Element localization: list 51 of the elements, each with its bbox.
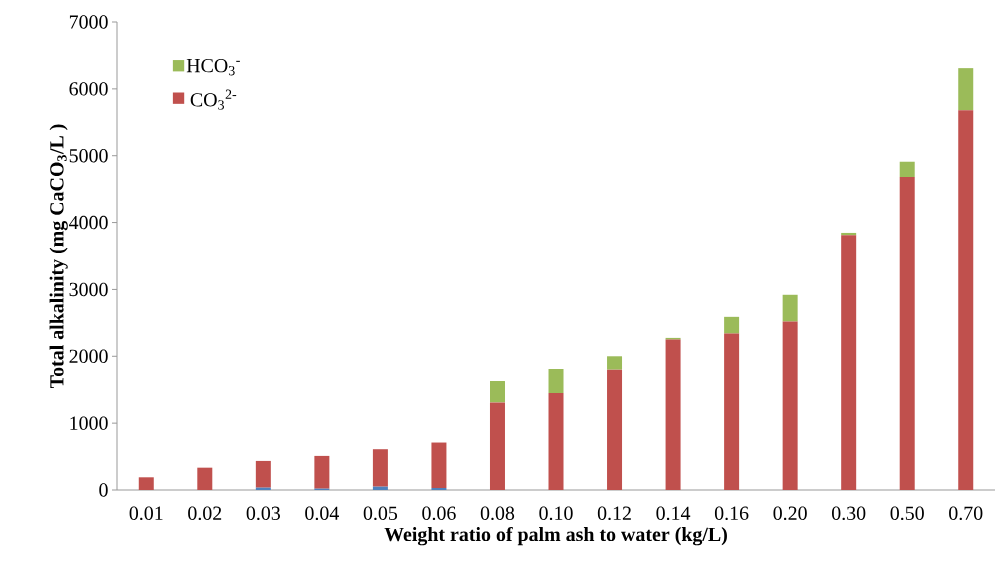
x-tick-label: 0.16 <box>714 506 749 521</box>
x-tick-label: 0.14 <box>656 506 691 521</box>
bar <box>548 393 564 490</box>
x-tick-label: 0.30 <box>832 506 866 521</box>
bar <box>255 460 271 488</box>
bar <box>607 369 623 490</box>
y-tick-label: 1000 <box>70 416 108 430</box>
bar <box>372 486 388 490</box>
bar <box>899 161 915 178</box>
bar <box>489 402 505 490</box>
bar <box>314 455 330 489</box>
y-tick-label: 5000 <box>69 148 108 163</box>
x-tick-label: 0.70 <box>949 506 983 521</box>
bar <box>958 110 974 490</box>
x-axis-title: Weight ratio of palm ash to water (kg/L) <box>384 526 727 546</box>
x-tick-label: 0.10 <box>539 506 573 521</box>
bar <box>138 477 154 490</box>
y-tick-label: 6000 <box>69 82 108 96</box>
legend-label: HCO$_{3}$- <box>186 58 240 76</box>
legend-label: CO$_{3}$2- <box>190 89 237 110</box>
bar <box>665 339 681 490</box>
x-tick-label: 0.02 <box>188 506 222 521</box>
bar <box>958 68 974 111</box>
bar <box>197 467 213 490</box>
x-tick-label: 0.50 <box>890 506 924 521</box>
y-axis-title: Total alkalinity (mg CaCO$_{3}$/L ) <box>49 124 68 389</box>
bar <box>431 442 447 488</box>
bar <box>782 321 798 490</box>
x-tick-label: 0.06 <box>422 506 456 521</box>
bar <box>782 294 798 322</box>
bar <box>724 333 740 490</box>
bar <box>372 449 388 487</box>
x-tick-label: 0.08 <box>480 506 515 521</box>
x-tick-label: 0.20 <box>773 506 807 521</box>
y-tick-label: 3000 <box>69 282 108 297</box>
y-tick-label: 4000 <box>69 215 108 230</box>
x-tick-label: 0.04 <box>305 506 339 521</box>
bar <box>607 356 623 370</box>
x-tick-label: 0.12 <box>597 506 631 521</box>
x-tick-label: 0.01 <box>129 506 163 521</box>
bar <box>431 487 447 490</box>
y-tick-label: 0 <box>99 483 108 497</box>
x-tick-label: 0.05 <box>363 506 398 521</box>
bar <box>724 316 740 334</box>
y-tick-label: 2000 <box>69 349 108 363</box>
x-tick-label: 0.03 <box>246 506 280 521</box>
bar <box>548 368 564 394</box>
bar <box>899 177 915 490</box>
bar <box>841 235 857 490</box>
y-tick-label: 7000 <box>69 15 108 29</box>
bar <box>489 381 505 403</box>
